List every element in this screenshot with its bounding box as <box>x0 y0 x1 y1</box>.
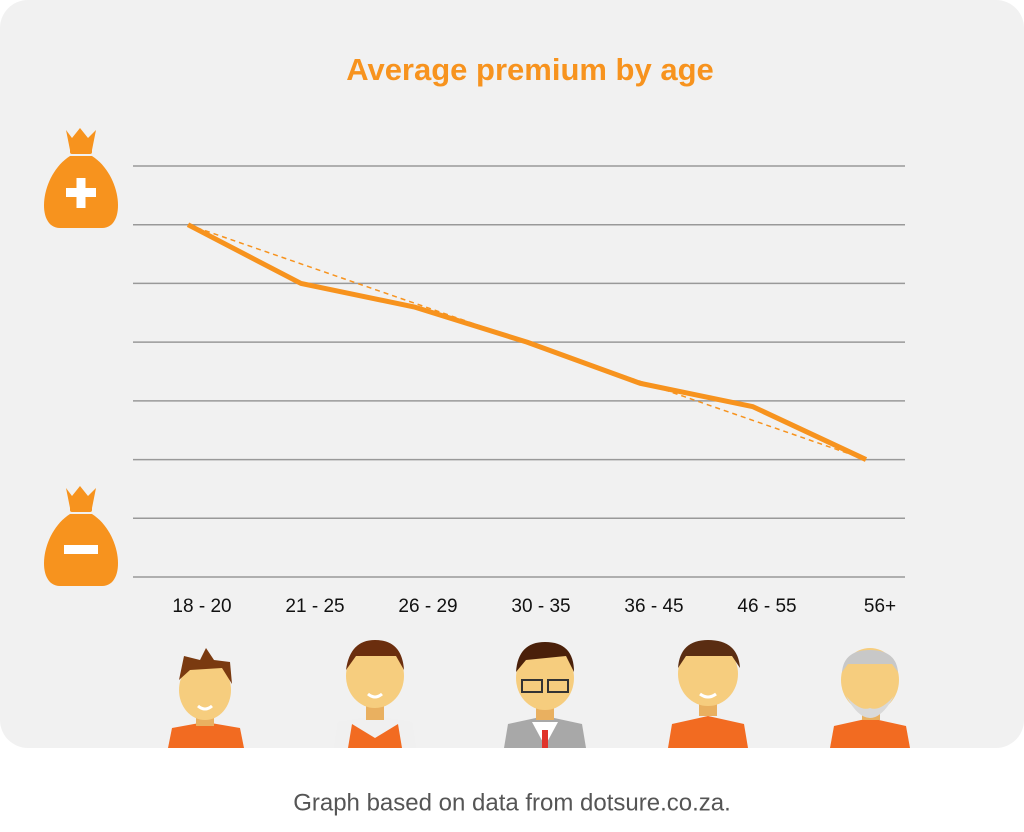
person <box>830 648 910 748</box>
money-bag-minus <box>43 486 119 586</box>
people <box>168 640 910 748</box>
x-tick-label: 36 - 45 <box>624 596 683 617</box>
source-note: Graph based on data from dotsure.co.za. <box>293 789 731 816</box>
chart-title: Average premium by age <box>346 52 714 87</box>
trend-line <box>187 224 867 461</box>
plot: 18 - 20 21 - 25 26 - 29 30 - 35 36 - 45 46 - … <box>133 165 905 617</box>
x-tick-label: 30 - 35 <box>511 596 570 617</box>
data-line <box>186 222 868 462</box>
person <box>168 648 244 748</box>
x-tick-label: 26 - 29 <box>398 596 457 617</box>
person <box>668 640 748 748</box>
x-tick-label: 46 - 55 <box>737 596 796 617</box>
person <box>504 642 586 748</box>
x-tick-label: 21 - 25 <box>285 596 344 617</box>
person <box>334 640 416 748</box>
x-tick-label: 18 - 20 <box>172 596 231 617</box>
panel <box>0 0 1024 748</box>
x-tick-label: 56+ <box>864 596 896 617</box>
money-bag-plus <box>43 128 119 228</box>
